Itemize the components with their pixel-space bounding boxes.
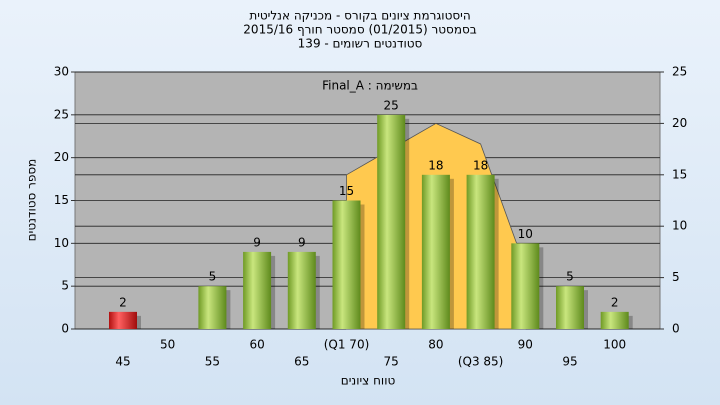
data-label: 9 xyxy=(298,235,306,249)
data-label: 5 xyxy=(209,270,217,284)
bar xyxy=(243,251,272,329)
bar xyxy=(332,200,361,329)
data-label: 18 xyxy=(473,158,488,172)
data-label: 10 xyxy=(518,227,533,241)
x-tick-label: 80 xyxy=(428,338,443,352)
x-axis-label: טווח ציונים xyxy=(341,374,396,388)
bar xyxy=(466,174,495,329)
x-tick-label: 45 xyxy=(115,355,130,369)
annotation: במשימה : Final_A xyxy=(322,79,418,93)
x-tick-label: 100 xyxy=(603,338,626,352)
y-axis-label: מספר סטודנטים xyxy=(25,159,39,242)
data-label: 9 xyxy=(253,235,261,249)
x-tick-label: 90 xyxy=(518,338,533,352)
y2-tick-label: 5 xyxy=(672,270,680,284)
data-label: 2 xyxy=(119,295,127,309)
y2-tick-label: 15 xyxy=(672,167,687,181)
y-tick-label: 0 xyxy=(61,322,69,336)
x-tick-label: 75 xyxy=(384,355,399,369)
bar xyxy=(198,286,227,329)
bar xyxy=(600,311,629,329)
data-label: 5 xyxy=(566,270,574,284)
y2-tick-label: 20 xyxy=(672,116,687,130)
title-line: סטודנטים רשומים - 139 xyxy=(298,37,423,51)
y2-tick-label: 0 xyxy=(672,322,680,336)
y-tick-label: 5 xyxy=(61,279,69,293)
x-tick-label: (Q1 70) xyxy=(324,338,370,352)
y-tick-label: 10 xyxy=(54,236,69,250)
bar xyxy=(287,251,316,329)
title-line: היסטוגרמת ציונים בקורס - מכניקה אנליטית xyxy=(249,9,470,23)
bar xyxy=(556,286,584,329)
x-tick-label: 65 xyxy=(294,355,309,369)
x-tick-label: 50 xyxy=(160,338,175,352)
x-tick-label: 95 xyxy=(562,355,577,369)
x-tick-label: 55 xyxy=(205,355,220,369)
data-label: 25 xyxy=(384,98,399,112)
bar xyxy=(421,174,450,329)
y-tick-label: 15 xyxy=(54,193,69,207)
y-tick-label: 30 xyxy=(54,65,69,79)
data-label: 18 xyxy=(428,158,443,172)
y2-tick-label: 10 xyxy=(672,219,687,233)
y2-tick-label: 25 xyxy=(672,65,687,79)
y-tick-label: 25 xyxy=(54,107,69,121)
bar xyxy=(109,311,137,329)
title-line: בסמסטר (01/2015) סמסטר חורף 2015/16 xyxy=(243,23,476,37)
bar xyxy=(511,243,540,329)
y-tick-label: 20 xyxy=(54,150,69,164)
data-label: 2 xyxy=(611,295,619,309)
data-label: 15 xyxy=(339,184,354,198)
x-tick-label: (Q3 85) xyxy=(458,355,504,369)
bar xyxy=(377,114,406,329)
x-tick-label: 60 xyxy=(249,338,264,352)
